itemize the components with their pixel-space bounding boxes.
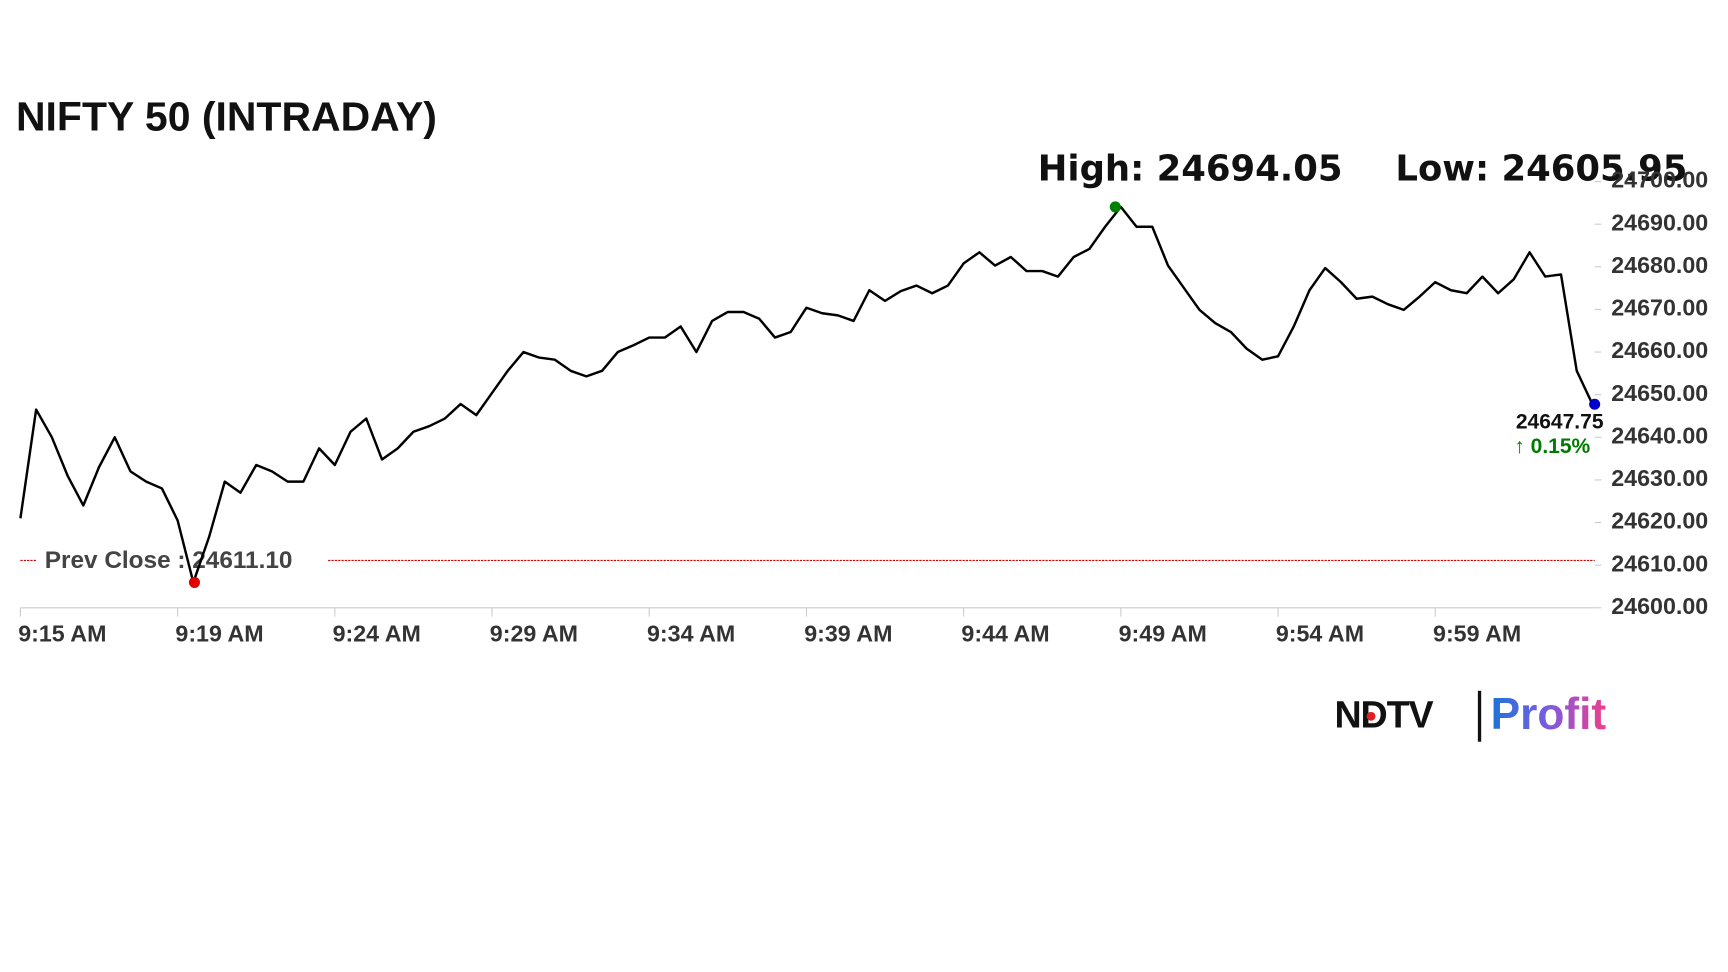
y-tick-label: 24660.00 [1611,337,1708,363]
y-tick-label: 24630.00 [1611,465,1708,491]
high-label: High: 24694.05 [1038,148,1343,189]
x-tick-label: 9:34 AM [647,621,735,647]
x-tick-label: 9:29 AM [490,621,578,647]
x-tick-label: 9:24 AM [333,621,421,647]
x-tick-label: 9:49 AM [1119,621,1207,647]
y-tick-label: 24680.00 [1611,252,1708,278]
y-tick-label: 24600.00 [1611,593,1708,619]
y-tick-label: 24620.00 [1611,508,1708,534]
logo-dot [1366,711,1376,721]
x-tick-label: 9:44 AM [961,621,1049,647]
y-tick-label: 24650.00 [1611,380,1708,406]
y-tick-label: 24700.00 [1611,167,1708,193]
low-label: Low: 24605.95 [1395,148,1687,189]
y-tick-label: 24690.00 [1611,209,1708,235]
high-marker [1109,201,1121,213]
price-line [19,205,1594,584]
x-tick-label: 9:19 AM [175,621,263,647]
prev-close-label: Prev Close : 24611.10 [45,547,293,574]
last-label: 24647.75 [1516,411,1604,434]
change-label: ↑ 0.15% [1514,435,1590,458]
chart-title: NIFTY 50 (INTRADAY) [16,93,437,139]
y-tick-label: 24640.00 [1611,422,1708,448]
logo-brand: NDTV [1335,693,1434,735]
x-tick-label: 9:54 AM [1276,621,1364,647]
low-marker [188,576,200,588]
y-tick-label: 24610.00 [1611,550,1708,576]
x-tick-label: 9:59 AM [1433,621,1521,647]
x-tick-label: 9:15 AM [18,621,106,647]
logo-product: Profit [1491,690,1607,739]
last-marker [1589,398,1601,410]
x-tick-label: 9:39 AM [804,621,892,647]
y-tick-label: 24670.00 [1611,295,1708,321]
